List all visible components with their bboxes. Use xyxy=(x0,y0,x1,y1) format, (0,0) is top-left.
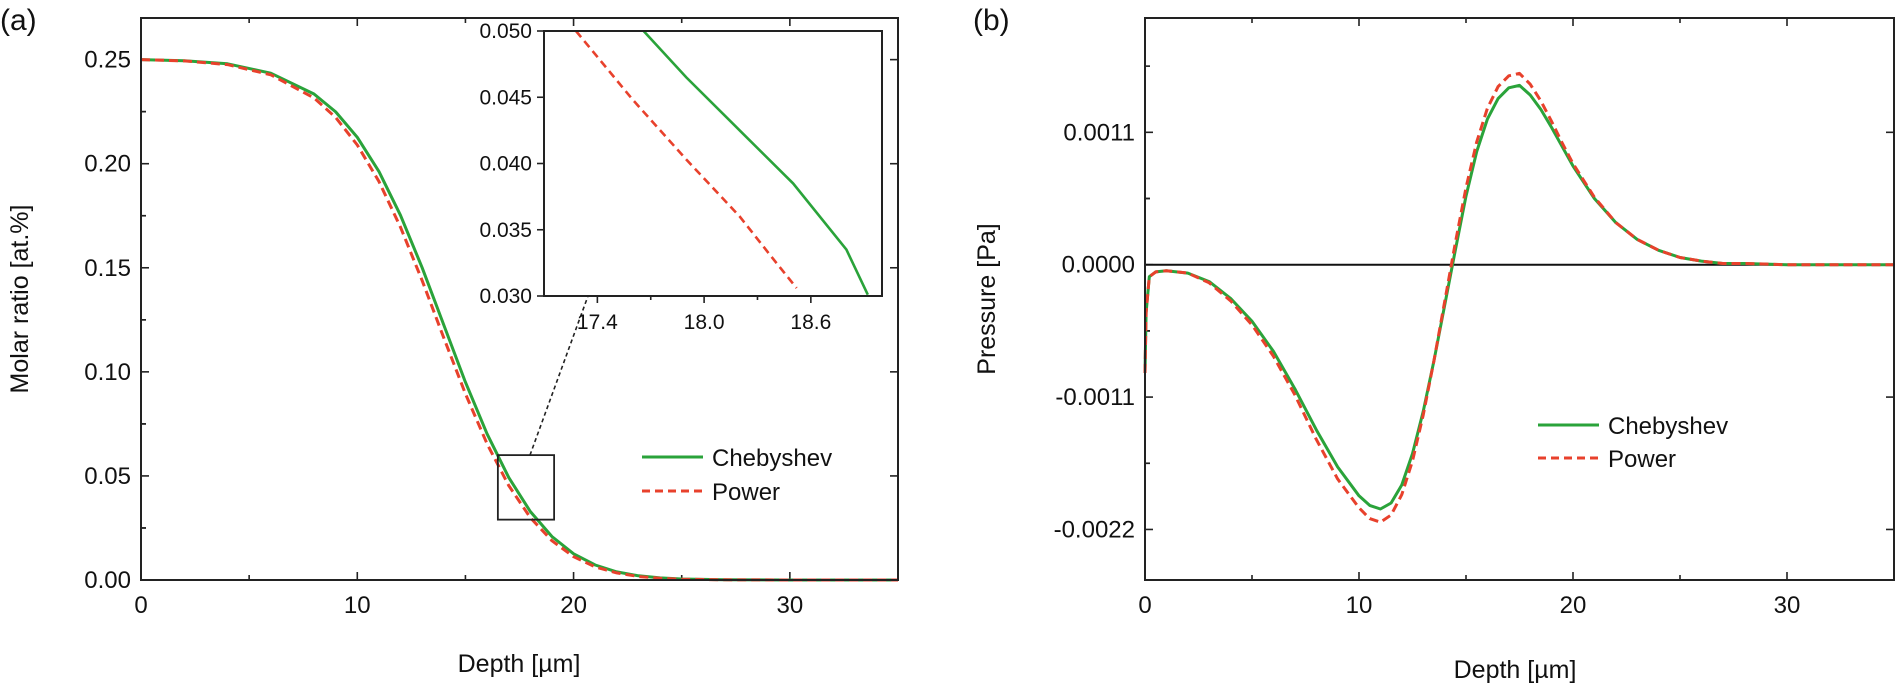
panel-a-y-tick-label: 0.15 xyxy=(84,255,131,282)
panel-b-y-tick-label: -0.0022 xyxy=(1054,516,1135,543)
panel-a-zoom-box xyxy=(496,454,556,521)
panel-b-x-tick-label: 0 xyxy=(1138,592,1151,619)
panel-a-inset-y-tick-label: 0.040 xyxy=(479,153,532,176)
panel-b-label: (b) xyxy=(973,4,1010,37)
panel-a-axes-frame xyxy=(140,17,899,581)
panel-a-legend: Chebyshev Power xyxy=(642,445,832,506)
panel-a-y-tick-label: 0.05 xyxy=(84,463,131,490)
panel-a-molar-ratio: (a) 0 10 20 30 0.00 0.05 0.10 0.15 0.20 0.25 Mola… xyxy=(0,4,899,678)
panel-b-legend-power-label: Power xyxy=(1608,446,1676,473)
panel-b-series-chebyshev xyxy=(1143,83,1894,511)
panel-b-legend: Chebyshev Power xyxy=(1538,413,1728,473)
panel-b-series-power xyxy=(1143,71,1894,524)
panel-a-inset-x-tick-label: 18.6 xyxy=(790,311,831,334)
panel-b-y-tick-label: -0.0011 xyxy=(1055,384,1135,411)
panel-b-pressure: (b) 0 10 20 30 -0.0022 -0.0011 0.0000 0.0011 Pr… xyxy=(973,4,1895,684)
panel-a-y-tick-label: 0.10 xyxy=(84,359,131,386)
panel-a-inset-x-tick-label: 18.0 xyxy=(684,311,725,334)
panel-a-inset-y-tick-label: 0.035 xyxy=(479,219,532,242)
panel-b-x-tick-label: 10 xyxy=(1346,592,1373,619)
panel-a-inset-y-tick-label: 0.045 xyxy=(479,86,532,109)
panel-a-legend-power-label: Power xyxy=(712,479,780,506)
panel-b-x-tick-label: 20 xyxy=(1560,592,1587,619)
panel-a-plot-area: 0 10 20 30 0.00 0.05 0.10 0.15 0.20 0.25 xyxy=(84,18,898,619)
panel-a-inset: 17.4 18.0 18.6 0.030 0.035 0.040 0.045 0.050 xyxy=(479,20,882,334)
panel-b-y-tick-label: 0.0000 xyxy=(1062,252,1135,279)
panel-a-series-power xyxy=(140,58,898,582)
panel-a-y-tick-label: 0.25 xyxy=(84,47,131,74)
panel-b-x-tick-label: 30 xyxy=(1774,592,1801,619)
panel-a-x-tick-label: 10 xyxy=(344,592,371,619)
panel-b-y-tick-label: 0.0011 xyxy=(1063,119,1135,146)
panel-a-y-axis-label: Molar ratio [at.%] xyxy=(6,205,34,394)
panel-a-inset-series-power xyxy=(574,30,798,289)
panel-a-inset-background xyxy=(544,31,882,296)
panel-a-x-axis-label: Depth [µm] xyxy=(458,650,581,678)
panel-a-inset-y-tick-label: 0.050 xyxy=(479,20,532,43)
panel-a-label: (a) xyxy=(0,4,37,37)
panel-a-inset-series-chebyshev xyxy=(642,30,869,296)
panel-b-plot-area: 0 10 20 30 -0.0022 -0.0011 0.0000 0.0011 xyxy=(1054,18,1894,619)
panel-b-y-axis-label: Pressure [Pa] xyxy=(973,223,1001,374)
panel-a-x-tick-label: 30 xyxy=(777,592,804,619)
panel-b-x-axis-label: Depth [µm] xyxy=(1454,656,1577,684)
panel-b-legend-chebyshev-label: Chebyshev xyxy=(1608,413,1728,440)
panel-a-legend-chebyshev-label: Chebyshev xyxy=(712,445,832,472)
panel-a-inset-frame xyxy=(543,30,883,297)
panel-a-inset-x-tick-label: 17.4 xyxy=(577,311,618,334)
panel-b-axes-frame xyxy=(1144,17,1895,581)
panel-a-x-tick-label: 20 xyxy=(560,592,587,619)
panel-a-y-tick-label: 0.20 xyxy=(84,151,131,178)
panel-a-inset-y-tick-label: 0.030 xyxy=(479,285,532,308)
panel-a-zoom-connector xyxy=(529,295,589,456)
panel-a-y-tick-label: 0.00 xyxy=(84,567,131,594)
panel-a-x-tick-label: 0 xyxy=(134,592,147,619)
